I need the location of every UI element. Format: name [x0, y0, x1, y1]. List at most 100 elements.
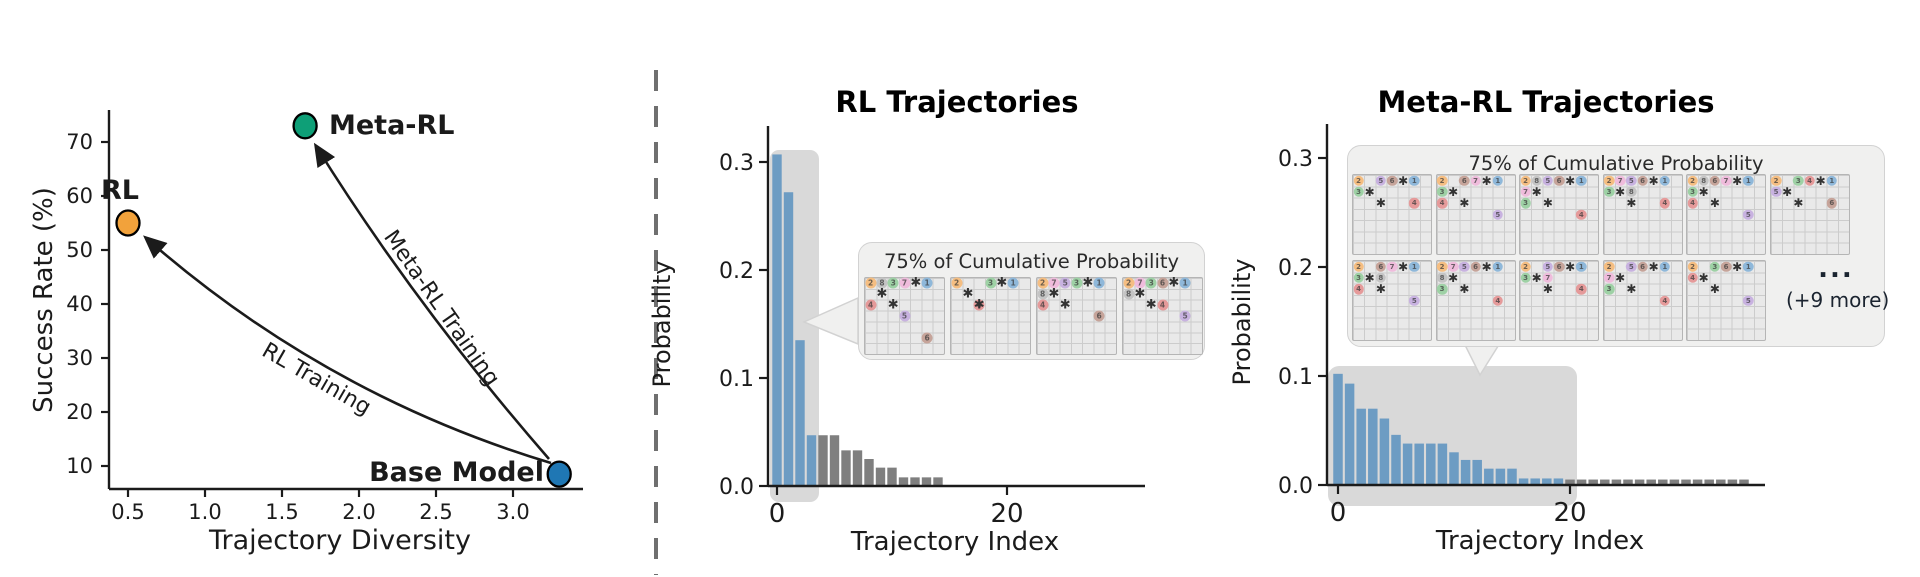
grid-token-1: 1 — [1576, 175, 1587, 186]
tradeoff-scatter-chart: 0.5 1.0 1.5 2.0 2.5 3.0 10 20 30 40 50 60 70 Trajecto… — [29, 110, 583, 556]
gear-icon: ✱ — [1709, 196, 1720, 211]
y-axis-label: Success Rate (%) — [29, 187, 59, 413]
grid-token-3: 3 — [1145, 277, 1157, 289]
gear-icon: ✱ — [1648, 173, 1659, 188]
grid-token-6: 6 — [1553, 261, 1565, 272]
grid-token-5: 5 — [1059, 277, 1071, 289]
grid-token-2: 2 — [1037, 277, 1049, 289]
gear-icon: ✱ — [1082, 275, 1094, 291]
y-tick-label: 30 — [66, 346, 93, 370]
bar-trajectory-3 — [806, 435, 817, 486]
gear-icon: ✱ — [876, 286, 888, 302]
grid-token-7: 7 — [1720, 175, 1732, 186]
grid-token-8: 8 — [1626, 186, 1637, 198]
bar-trajectory-9 — [1437, 443, 1448, 485]
gear-icon: ✱ — [962, 286, 974, 302]
grid-token-3: 3 — [1353, 186, 1364, 198]
grid-token-2: 2 — [1353, 175, 1364, 186]
grid-token-1: 1 — [921, 277, 933, 289]
grid-token-2: 2 — [1520, 261, 1531, 272]
grid-token-2: 2 — [1603, 175, 1615, 186]
y-tick-label: 0.0 — [1278, 474, 1313, 499]
gear-icon: ✱ — [1145, 297, 1157, 313]
bar-trajectory-33 — [1716, 479, 1726, 485]
grid-token-4: 4 — [1576, 283, 1587, 295]
grid-token-3: 3 — [1603, 283, 1615, 295]
grid-token-6: 6 — [921, 332, 933, 344]
gear-icon: ✱ — [1168, 275, 1180, 291]
grid-token-1: 1 — [1743, 175, 1754, 186]
y-tick-label: 20 — [66, 400, 93, 424]
x-tick-label: 2.5 — [419, 500, 452, 524]
x-tick-label: 0 — [769, 499, 786, 529]
grid-token-2: 2 — [1770, 175, 1782, 186]
trajectory-grid-thumbnail-10: 2 3 6 ✱ 1 4 ✱ ✱ 5 — [1686, 260, 1766, 341]
gear-icon: ✱ — [1059, 297, 1071, 313]
grid-token-5: 5 — [1626, 175, 1637, 186]
bar-trajectory-23 — [1600, 479, 1610, 485]
bar-trajectory-28 — [1658, 479, 1668, 485]
gear-icon: ✱ — [1398, 173, 1409, 188]
rl-callout-title: 75% of Cumulative Probability — [883, 250, 1180, 273]
grid-token-4: 4 — [1436, 197, 1448, 209]
gear-icon: ✱ — [1364, 270, 1375, 285]
gear-icon: ✱ — [1565, 173, 1576, 188]
gear-icon: ✱ — [1698, 270, 1709, 285]
grid-token-1: 1 — [1659, 261, 1671, 272]
grid-token-7: 7 — [1520, 186, 1531, 198]
bar-trajectory-24 — [1611, 479, 1622, 485]
grid-token-8: 8 — [1436, 272, 1448, 284]
grid-token-3: 3 — [1071, 277, 1082, 289]
scatter-point-base-model — [546, 460, 572, 488]
grid-token-5: 5 — [1770, 186, 1782, 198]
grid-token-6: 6 — [1709, 175, 1721, 186]
metarl-callout-title: 75% of Cumulative Probability — [1468, 152, 1764, 175]
metarl-callout-bubble: 75% of Cumulative Probability 2 5 6 ✱ 1 3 ✱ ✱ 4 2… — [1347, 145, 1889, 347]
bar-trajectory-18 — [1542, 478, 1552, 485]
grid-token-4: 4 — [1804, 175, 1815, 186]
grid-token-7: 7 — [1603, 272, 1615, 284]
trajectory-grid-thumbnail-3: 2 7 3 6 ✱ 1 8 ✱ ✱ 4 5 — [1122, 277, 1203, 355]
gear-icon: ✱ — [1542, 196, 1553, 211]
metarl-training-arrow-label: Meta-RL Training — [378, 226, 504, 391]
grid-token-1: 1 — [1826, 175, 1838, 186]
grid-token-2: 2 — [1687, 175, 1698, 186]
grid-token-3: 3 — [1793, 175, 1804, 186]
gear-icon: ✱ — [1375, 196, 1386, 211]
gear-icon: ✱ — [1698, 184, 1709, 199]
metarl-trajectories-panel: 0.0 0.1 0.2 0.3 0 20 Trajectory Index Probabili… — [1228, 60, 1920, 577]
grid-token-5: 5 — [1743, 209, 1754, 220]
grid-token-5: 5 — [1743, 295, 1754, 306]
grid-token-6: 6 — [1637, 175, 1648, 186]
x-axis-label: Trajectory Diversity — [208, 525, 471, 556]
x-tick-label: 20 — [1553, 498, 1586, 528]
y-tick-label: 0.1 — [719, 367, 754, 392]
grid-token-6: 6 — [1157, 277, 1168, 289]
bar-trajectory-34 — [1727, 479, 1738, 485]
gear-icon: ✱ — [1364, 184, 1375, 199]
tradeoff-scatter-panel: 0.5 1.0 1.5 2.0 2.5 3.0 10 20 30 40 50 60 70 Trajecto… — [20, 60, 630, 577]
scatter-point-meta-rl — [292, 112, 318, 140]
gear-icon: ✱ — [1481, 259, 1492, 274]
bar-trajectory-7 — [852, 450, 863, 486]
grid-token-1: 1 — [1409, 261, 1420, 272]
bar-trajectory-21 — [1576, 479, 1587, 485]
grid-token-7: 7 — [1134, 277, 1146, 289]
ellipsis-dots: ... — [1818, 254, 1854, 284]
grid-token-3: 3 — [1353, 272, 1364, 284]
trajectory-grid-thumbnail-0: 2 5 6 ✱ 1 3 ✱ ✱ 4 — [1352, 174, 1432, 255]
rl-training-arrow-label: RL Training — [257, 338, 375, 420]
bar-trajectory-6 — [1402, 443, 1413, 485]
grid-token-7: 7 — [1542, 272, 1554, 284]
x-tick-label: 1.5 — [265, 500, 298, 524]
grid-token-4: 4 — [1409, 197, 1420, 209]
bar-trajectory-8 — [864, 459, 874, 486]
grid-token-7: 7 — [899, 277, 910, 289]
grid-token-4: 4 — [1687, 272, 1698, 284]
grid-token-6: 6 — [1093, 310, 1105, 322]
grid-token-6: 6 — [1637, 261, 1648, 272]
grid-token-4: 4 — [973, 299, 985, 311]
bar-trajectory-5 — [1391, 434, 1401, 485]
grid-token-6: 6 — [1826, 197, 1838, 209]
